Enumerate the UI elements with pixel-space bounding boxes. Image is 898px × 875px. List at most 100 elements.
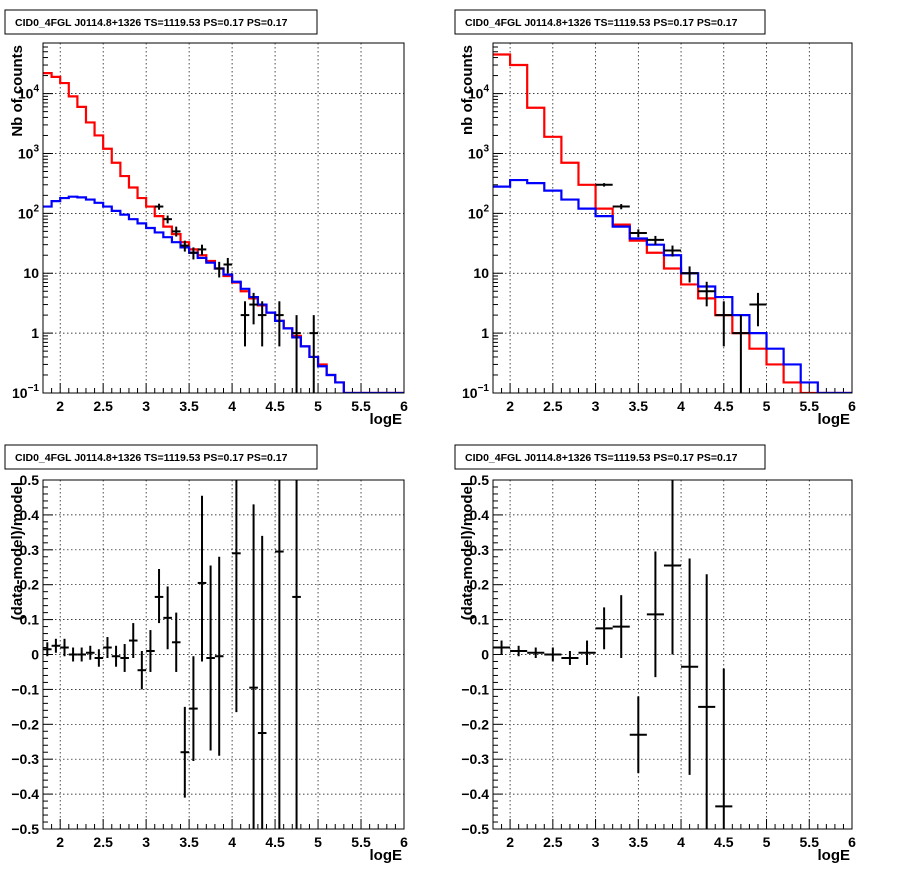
x-tick-label: 5 xyxy=(314,398,322,414)
chart-title: CID0_4FGL J0114.8+1326 TS=1119.53 PS=0.1… xyxy=(15,17,288,29)
x-tick-label: 4 xyxy=(677,398,685,414)
y-tick-label: 10−1 xyxy=(12,383,39,401)
y-tick-label: −0.1 xyxy=(461,681,489,697)
y-axis-label: (data-model)/model xyxy=(9,482,26,620)
chart-title-box xyxy=(4,9,318,35)
data-point xyxy=(77,647,86,662)
chart-title-box xyxy=(454,9,766,35)
x-tick-label: 4.5 xyxy=(714,398,734,414)
y-tick-label: 0.5 xyxy=(20,472,40,488)
x-tick-label: 2 xyxy=(506,398,514,414)
axis-ticks xyxy=(42,42,405,394)
data-point xyxy=(94,649,104,667)
data-point xyxy=(663,480,682,655)
data-point xyxy=(128,623,138,658)
y-tick-label: −0.3 xyxy=(11,751,39,767)
x-axis-label: logE xyxy=(818,847,851,864)
y-tick-label: −0.3 xyxy=(461,751,489,767)
data-point xyxy=(154,203,164,210)
y-tick-label: 10 xyxy=(23,265,39,281)
data-point xyxy=(249,504,258,829)
data-point xyxy=(681,266,699,283)
data-point xyxy=(510,645,528,657)
y-tick-label: 0.2 xyxy=(470,577,490,593)
chart-panel-top-left: 2 2.5 3 3.5 4 4.5 5 5.5 6 10−1 1 10 102 103 104 logE Nb … xyxy=(4,9,408,428)
data-point xyxy=(493,640,511,655)
x-tick-label: 4 xyxy=(677,834,685,850)
data-point xyxy=(180,240,190,252)
data-point xyxy=(120,644,129,672)
data-point xyxy=(275,480,284,829)
chart-title: CID0_4FGL J0114.8+1326 TS=1119.53 PS=0.1… xyxy=(465,17,738,29)
x-tick-label: 2 xyxy=(56,834,64,850)
data-point xyxy=(249,292,258,325)
plot-frame xyxy=(42,42,405,394)
x-tick-label: 3 xyxy=(592,834,600,850)
data-point xyxy=(715,668,733,829)
y-tick-label: 0.1 xyxy=(470,612,490,628)
grid-lines xyxy=(43,43,404,393)
y-tick-label: 0.3 xyxy=(20,542,40,558)
data-point xyxy=(595,183,613,187)
data-point xyxy=(214,261,224,278)
data-point xyxy=(309,315,319,393)
series-data-points xyxy=(595,183,767,393)
data-point xyxy=(629,229,647,238)
data-point xyxy=(527,647,545,658)
y-tick-label: −0.2 xyxy=(11,716,39,732)
data-point xyxy=(189,247,198,260)
y-axis-label: (data-model)/model xyxy=(459,482,476,620)
y-tick-label: −0.1 xyxy=(11,681,39,697)
data-point xyxy=(163,215,172,224)
data-point xyxy=(257,301,267,347)
x-tick-label: 5.5 xyxy=(800,398,820,414)
y-tick-label: −0.4 xyxy=(461,786,489,802)
x-tick-label: 3.5 xyxy=(629,834,649,850)
x-tick-label: 2 xyxy=(506,834,514,850)
y-tick-label: 0.4 xyxy=(20,507,40,523)
data-point xyxy=(154,568,164,624)
data-point xyxy=(646,235,664,245)
data-point xyxy=(544,647,562,662)
data-point xyxy=(43,642,52,657)
plot-area xyxy=(43,480,301,829)
x-tick-label: 3.5 xyxy=(179,834,199,850)
x-tick-label: 2.5 xyxy=(93,398,113,414)
chart-title: CID0_4FGL J0114.8+1326 TS=1119.53 PS=0.1… xyxy=(15,452,288,464)
x-tick-label: 4 xyxy=(228,398,236,414)
data-point xyxy=(646,551,664,678)
x-tick-label: 2.5 xyxy=(543,398,563,414)
series-data-points xyxy=(43,480,301,829)
y-axis-label: nb of counts xyxy=(459,45,476,135)
y-tick-label: −0.5 xyxy=(461,821,489,837)
series-line-background xyxy=(493,178,852,393)
x-tick-label: 6 xyxy=(400,834,408,850)
y-tick-label: 0 xyxy=(481,647,489,663)
y-tick-label: 1 xyxy=(481,325,489,341)
x-tick-label: 6 xyxy=(848,398,856,414)
y-tick-label: 0.2 xyxy=(20,577,40,593)
y-tick-label: 103 xyxy=(18,143,40,161)
x-tick-label: 3 xyxy=(592,398,600,414)
x-tick-label: 4.5 xyxy=(714,834,734,850)
data-point xyxy=(257,535,267,829)
y-tick-label: 10−1 xyxy=(462,383,489,401)
y-tick-label: 0.4 xyxy=(470,507,490,523)
x-axis-label: logE xyxy=(370,847,403,864)
x-tick-label: 3 xyxy=(142,834,150,850)
plot-area xyxy=(493,53,852,393)
plot-frame xyxy=(492,42,853,394)
plot-area xyxy=(43,72,404,393)
data-point xyxy=(111,645,121,667)
data-point xyxy=(732,315,750,393)
data-point xyxy=(612,204,630,210)
data-point xyxy=(60,638,69,657)
x-tick-label: 5 xyxy=(314,834,322,850)
x-tick-label: 6 xyxy=(848,834,856,850)
data-point xyxy=(275,301,284,347)
data-point xyxy=(189,656,198,761)
y-tick-label: −0.4 xyxy=(11,786,39,802)
plot-area xyxy=(493,480,733,829)
x-tick-label: 6 xyxy=(400,398,408,414)
